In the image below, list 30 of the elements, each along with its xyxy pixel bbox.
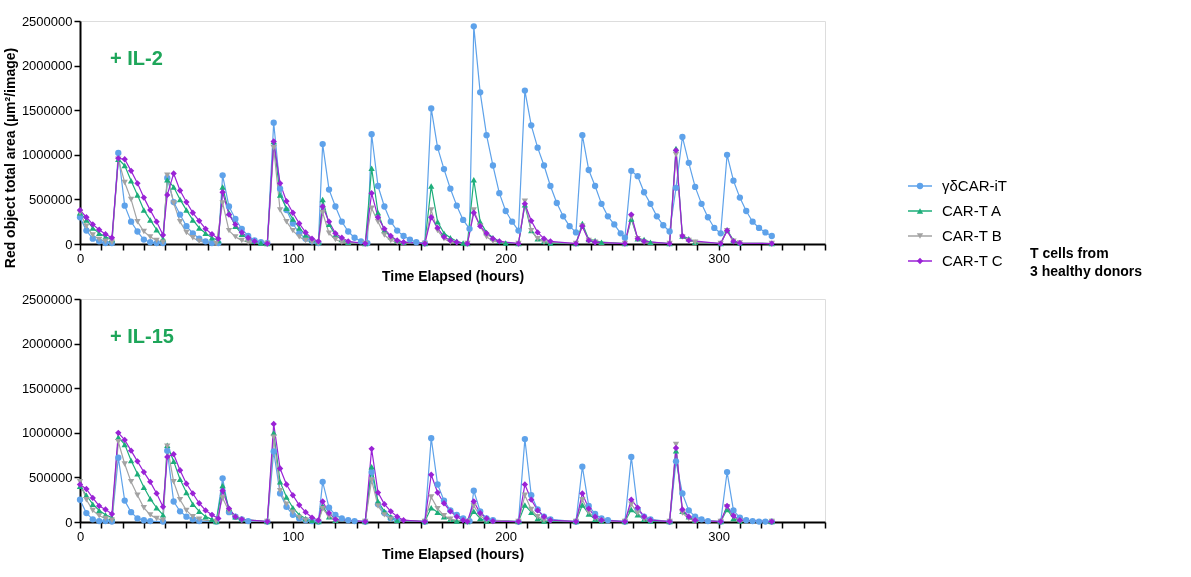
x-tick-label: 0 xyxy=(76,528,85,544)
y-tick-label: 500000 xyxy=(29,469,73,485)
text: T cells from 3 healthy donors xyxy=(1030,245,1143,279)
annotation: + IL-2 xyxy=(110,47,163,69)
y-tick-label: 1000000 xyxy=(21,147,73,163)
y-tick-label: 2000000 xyxy=(21,336,73,352)
x-axis-title: Time Elapsed (hours) xyxy=(381,267,525,284)
legend-label: CAR-T B xyxy=(942,227,1002,244)
legend-label: γδCAR-iT xyxy=(942,177,1008,194)
y-tick-label: 0 xyxy=(65,236,73,252)
y-tick-label: 1000000 xyxy=(21,425,73,441)
x-tick-label: 300 xyxy=(708,528,730,544)
y-tick-label: 500000 xyxy=(29,191,73,207)
x-tick-label: 200 xyxy=(495,250,518,266)
y-tick-label: 2500000 xyxy=(21,291,73,307)
x-tick-label: 300 xyxy=(708,250,730,266)
x-tick-label: 100 xyxy=(282,250,305,266)
legend-label: CAR-T C xyxy=(942,252,1003,269)
y-tick-label: 2000000 xyxy=(21,58,73,74)
x-tick-label: 100 xyxy=(282,528,305,544)
y-tick-label: 2500000 xyxy=(21,13,73,29)
x-axis-title: Time Elapsed (hours) xyxy=(381,545,525,562)
y-tick-label: 1500000 xyxy=(21,380,73,396)
x-tick-label: 0 xyxy=(76,250,85,266)
legend-label: CAR-T A xyxy=(942,202,1001,219)
x-tick-label: 200 xyxy=(495,528,518,544)
y-axis-title: Red object total area (µm²/image) xyxy=(1,47,18,269)
annotation: + IL-15 xyxy=(110,325,174,347)
y-tick-label: 1500000 xyxy=(21,102,73,118)
y-tick-label: 0 xyxy=(65,514,73,530)
